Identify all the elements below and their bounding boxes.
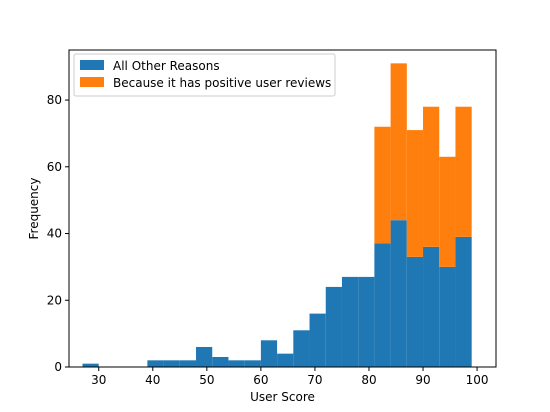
bar-series-1-bin-18 bbox=[374, 126, 391, 244]
bar-series-0-bin-15 bbox=[325, 286, 342, 367]
legend-label-all-other-reasons: All Other Reasons bbox=[113, 59, 220, 73]
bar-series-0-bin-10 bbox=[244, 360, 261, 367]
bar-series-0-bin-18 bbox=[374, 243, 391, 367]
bar-series-0-bin-23 bbox=[455, 236, 472, 367]
bar-series-0-bin-5 bbox=[163, 360, 180, 367]
x-tick-label: 30 bbox=[91, 373, 106, 387]
bar-series-1-bin-22 bbox=[439, 156, 456, 267]
legend-box bbox=[73, 53, 336, 97]
bar-series-0-bin-4 bbox=[147, 360, 164, 367]
bar-series-0-bin-21 bbox=[423, 246, 440, 367]
bar-series-1-bin-20 bbox=[406, 130, 424, 257]
y-tick-label: 80 bbox=[47, 93, 62, 107]
legend-swatch-all-other-reasons bbox=[80, 60, 104, 70]
bar-series-0-bin-12 bbox=[277, 353, 294, 367]
x-tick-label: 60 bbox=[253, 373, 268, 387]
bar-series-0-bin-14 bbox=[309, 313, 326, 367]
bar-series-0-bin-7 bbox=[196, 346, 213, 367]
x-tick-label: 100 bbox=[466, 373, 489, 387]
bar-series-0-bin-9 bbox=[228, 360, 245, 367]
bar-series-1-bin-23 bbox=[455, 106, 472, 237]
legend-label-positive-reviews: Because it has positive user reviews bbox=[113, 76, 331, 90]
bar-series-0-bin-16 bbox=[341, 276, 359, 367]
bar-series-0-bin-0 bbox=[82, 363, 99, 367]
x-tick-label: 90 bbox=[415, 373, 430, 387]
bar-series-0-bin-19 bbox=[390, 220, 407, 367]
x-tick-label: 80 bbox=[361, 373, 376, 387]
bar-series-0-bin-13 bbox=[293, 330, 310, 367]
x-axis-ticks: 30 40 50 60 70 80 90 100 bbox=[91, 367, 489, 387]
x-tick-label: 40 bbox=[145, 373, 160, 387]
bar-series-0-bin-20 bbox=[406, 256, 424, 367]
x-tick-label: 50 bbox=[199, 373, 214, 387]
x-tick-label: 70 bbox=[307, 373, 322, 387]
bar-series-0-bin-11 bbox=[260, 340, 278, 367]
y-axis-label: Frequency bbox=[27, 178, 41, 240]
bar-series-1-bin-21 bbox=[423, 106, 440, 247]
legend: All Other Reasons Because it has positiv… bbox=[73, 53, 336, 97]
y-axis-ticks: 0 20 40 60 80 bbox=[47, 93, 69, 374]
bar-series-0-bin-22 bbox=[439, 266, 456, 367]
plot-frame bbox=[68, 49, 497, 368]
y-tick-label: 40 bbox=[47, 227, 62, 241]
bar-series-0-bin-6 bbox=[179, 360, 197, 367]
bar-series-0-bin-17 bbox=[358, 276, 375, 367]
y-tick-label: 0 bbox=[54, 360, 62, 374]
legend-swatch-positive-reviews bbox=[80, 77, 104, 87]
x-axis-label: User Score bbox=[250, 390, 315, 404]
bar-series-1-bin-19 bbox=[390, 63, 407, 221]
y-tick-label: 20 bbox=[47, 293, 62, 307]
bars-group bbox=[82, 63, 472, 367]
bar-series-0-bin-8 bbox=[212, 356, 229, 367]
y-tick-label: 60 bbox=[47, 160, 62, 174]
